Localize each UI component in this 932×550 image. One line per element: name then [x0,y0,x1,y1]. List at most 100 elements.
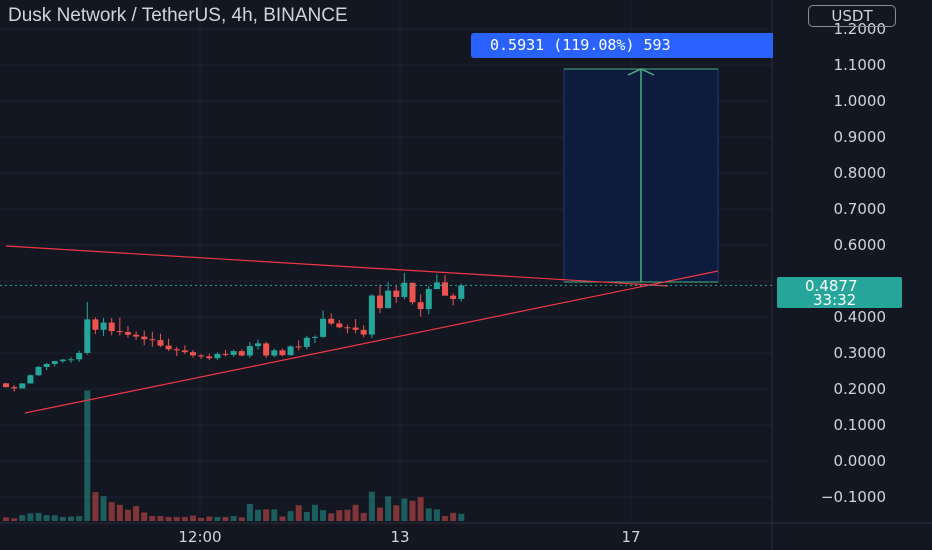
candle-body [76,352,83,360]
volume-bar [141,512,148,521]
candle-body [368,295,375,335]
lower-trendline [24,270,719,414]
price-tick-label: 0.4000 [834,308,887,326]
volume-bar [173,516,180,521]
volume-bar [433,509,440,521]
volume-bar [320,510,327,521]
candle-body [230,351,237,355]
volume-bar [157,516,164,521]
candle-body [295,346,302,348]
candle-body [336,323,343,328]
time-tick-label: 13 [390,528,409,546]
volume-bar [287,511,294,521]
candle-body [401,282,408,297]
candle-body [442,282,449,296]
candlestick-series [3,272,465,392]
measure-label: 0.5931 (119.08%) 593 [471,33,773,58]
volume-bar [303,512,310,521]
volume-bar [425,508,432,521]
volume-bar [149,516,156,521]
candle-body [84,319,91,353]
volume-bar [51,515,58,521]
candle-body [222,353,229,355]
volume-bar [27,513,34,521]
volume-bar [206,516,213,521]
candle-body [124,332,131,335]
bar-countdown: 33:32 [813,291,857,309]
volume-bar [222,516,229,521]
price-tick-label: 0.7000 [834,200,887,218]
volume-bar [344,509,351,521]
volume-bar [35,512,42,521]
price-tick-label: 0.6000 [834,236,887,254]
volume-bar [336,510,343,521]
volume-bar [84,390,91,521]
price-tick-label: 0.0000 [834,452,887,470]
price-axis[interactable]: 1.2000 1.1000 1.0000 0.9000 0.8000 0.7000 0.60… [821,20,886,506]
volume-bar [295,505,302,521]
candle-body [425,289,432,310]
candle-body [287,346,294,356]
volume-bar [116,504,123,521]
candle-body [165,345,172,350]
candle-body [246,346,253,356]
volume-bar [328,513,335,521]
candle-body [133,334,140,337]
volume-bar [76,516,83,521]
volume-bar [271,509,278,521]
triangle-trendlines[interactable] [5,245,719,414]
price-tick-label: 0.1000 [834,416,887,434]
volume-bar [43,515,50,521]
time-axis[interactable]: 12:00 13 17 [178,528,640,546]
price-tick-label: 1.2000 [834,20,887,38]
candle-body [51,361,58,364]
volume-bar [108,502,115,521]
candle-body [198,355,205,357]
candle-body [3,383,9,388]
volume-bar [133,506,140,521]
price-tick-label: 1.1000 [834,56,887,74]
volume-bar [100,496,107,521]
candle-body [35,366,42,376]
volume-bar [165,516,172,521]
candle-body [68,359,75,361]
candle-body [393,290,400,297]
chart-title: Dusk Network / TetherUS, 4h, BINANCE [8,5,348,26]
price-tick-label: 0.3000 [834,344,887,362]
candle-body [450,295,457,299]
candle-body [11,387,18,389]
volume-bar [238,517,245,521]
volume-bar [458,513,465,521]
candle-body [409,282,416,303]
currency-button[interactable]: USDT [808,5,896,27]
volume-bar [214,516,221,521]
price-tick-label: 0.2000 [834,380,887,398]
volume-bar [189,515,196,521]
volume-bar [450,512,457,521]
time-tick-label: 17 [621,528,640,546]
volume-bar [255,509,262,521]
candle-body [141,336,148,340]
candle-body [458,285,465,299]
volume-bar [68,516,75,521]
volume-bar [393,505,400,521]
volume-bars [3,390,465,521]
candle-body [149,339,156,341]
volume-bar [181,516,188,521]
candle-body [43,363,50,367]
candle-body [108,322,115,332]
volume-bar [19,515,26,521]
volume-bar [59,516,66,521]
candle-body [311,336,318,338]
last-price-value: 0.4877 [805,277,858,295]
volume-bar [409,500,416,521]
price-range-measure[interactable] [563,68,719,283]
volume-bar [442,516,449,521]
measure-arrow-head [627,68,655,76]
volume-bar [92,492,99,521]
volume-bar [246,503,253,521]
candle-body [271,350,278,356]
volume-bar [124,509,131,521]
